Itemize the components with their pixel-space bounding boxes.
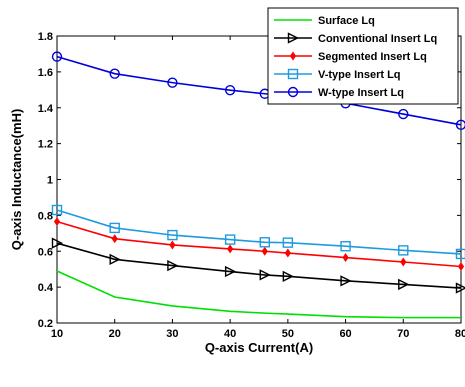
y-tick-label: 1 [47,175,53,187]
data-point-square [340,241,351,252]
data-point-circle [51,51,63,62]
x-tick-label: 20 [109,328,121,340]
y-tick-label: 1.2 [38,139,53,151]
data-point-circle [224,84,236,96]
data-point-square [224,234,236,245]
legend-entry: Conventional Insert Lq [274,32,437,45]
data-point-square [51,204,63,216]
data-point-circle [109,68,120,79]
legend-label: W-type Insert Lq [318,87,404,99]
data-point-triangle [282,270,294,282]
x-axis-label: Q-axis Current(A) [205,340,313,355]
axis-ticks: 10 20 30 40 50 60 70 80 0.2 0.4 0.6 0.8 1 1.2 1.4 1.6 1.… [38,31,465,340]
y-tick-label: 0.6 [38,246,53,258]
legend-entry: Surface Lq [274,15,375,27]
data-point-diamond [261,246,268,256]
data-point-diamond [400,257,407,267]
y-tick-label: 1.8 [38,31,53,43]
x-tick-label: 60 [339,328,351,340]
data-point-triangle [109,253,121,265]
data-point-diamond [227,244,234,254]
data-point-square [398,245,409,256]
series-line [56,242,462,289]
series-line [56,270,461,319]
data-point-circle [398,108,409,120]
data-point-square [287,68,299,80]
data-point-diamond [111,234,118,244]
data-point-square [455,248,465,260]
data-point-diamond [169,240,176,250]
data-point-triangle [455,282,465,294]
data-point-triangle [224,265,237,278]
legend-entry: V-type Insert Lq [274,68,401,81]
data-point-square [259,237,270,248]
data-point-triangle [167,259,179,272]
y-tick-label: 0.2 [38,318,53,330]
y-tick-label: 1.6 [38,67,53,79]
data-point-diamond [289,51,297,61]
legend-label: Conventional Insert Lq [318,33,437,45]
series-1 [51,237,465,294]
legend-entry: W-type Insert Lq [274,86,404,99]
legend-entry: Segmented Insert Lq [274,51,427,63]
legend-label: Segmented Insert Lq [318,51,427,63]
data-point-square [109,222,120,234]
series-0 [56,270,461,319]
series-line [56,209,462,255]
y-tick-label: 0.8 [38,210,53,222]
y-tick-label: 1.4 [38,103,54,115]
x-tick-label: 50 [282,328,294,340]
series-line [56,55,462,126]
series-3 [51,204,465,260]
data-point-triangle [51,237,64,249]
data-point-square [167,229,178,241]
data-point-triangle [259,269,271,281]
x-tick-label: 40 [224,328,236,340]
data-point-diamond [342,253,349,263]
data-point-square [282,237,294,248]
y-tick-label: 0.4 [38,282,54,294]
data-point-circle [287,86,299,98]
x-tick-label: 70 [397,328,409,340]
data-point-circle [455,119,465,130]
series-2 [53,217,465,271]
x-tick-label: 30 [166,328,178,340]
legend-label: Surface Lq [318,15,375,27]
x-tick-label: 10 [51,328,63,340]
x-tick-label: 80 [455,328,465,340]
data-point-diamond [53,217,61,227]
data-point-diamond [284,248,291,258]
data-point-triangle [287,32,300,44]
data-point-triangle [340,275,352,287]
data-point-triangle [398,278,410,291]
legend-label: V-type Insert Lq [318,69,401,81]
y-axis-label: Q-axis Inductance(mH) [9,109,24,251]
data-point-diamond [457,262,465,271]
data-point-circle [167,77,178,88]
legend: Surface Lq Conventional Insert Lq Segmente… [267,7,459,105]
